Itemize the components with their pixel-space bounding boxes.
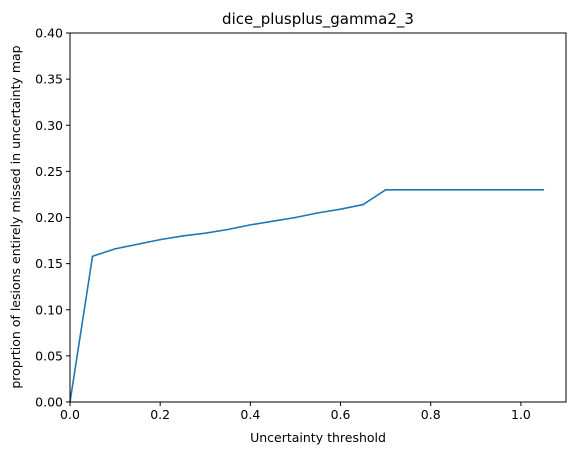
y-tick-label: 0.15 [35,256,63,271]
data-point [227,228,229,231]
y-tick-label: 0.10 [35,302,63,317]
data-point [91,255,94,258]
data-point [475,189,477,191]
x-tick-label: 1.0 [511,407,531,422]
y-tick-label: 0.00 [35,395,63,410]
data-point [294,216,297,219]
data-point [407,189,409,191]
x-tick-label: 0.8 [421,407,441,422]
axes-frame [69,32,567,403]
y-axis: 0.00 0.05 0.10 0.15 0.20 0.25 0.30 0.35 0.40 [35,26,70,410]
data-point [520,189,522,191]
y-tick-label: 0.20 [35,210,63,225]
chart-title: dice_plusplus_gamma2_3 [222,10,414,29]
data-point [362,203,364,206]
data-point [452,189,455,191]
x-axis-label: Uncertainty threshold [250,430,386,445]
data-point [249,224,252,226]
data-point [159,238,161,241]
data-point [204,232,207,234]
y-tick-label: 0.30 [35,118,63,133]
y-tick-label: 0.25 [35,164,63,179]
y-axis-label: proprtion of lesions entirely missed in … [8,45,23,388]
x-tick-label: 0.2 [150,407,170,422]
x-tick-label: 0.0 [60,407,80,422]
data-point [497,189,500,191]
data-point [429,189,432,191]
series-line [69,189,544,403]
y-tick-label: 0.35 [35,72,63,87]
data-point [384,189,387,191]
y-tick-label: 0.40 [35,26,63,41]
data-point [272,220,274,222]
x-tick-label: 0.4 [240,407,260,422]
data-point [136,243,139,246]
x-axis: 0.0 0.2 0.4 0.6 0.8 1.0 [60,402,531,422]
x-tick-label: 0.6 [331,407,351,422]
data-point [317,212,319,214]
y-tick-label: 0.05 [35,348,63,363]
data-point [114,248,116,250]
data-point [542,189,545,191]
data-point [339,208,342,210]
data-point [181,235,184,237]
plot-area [69,189,545,403]
